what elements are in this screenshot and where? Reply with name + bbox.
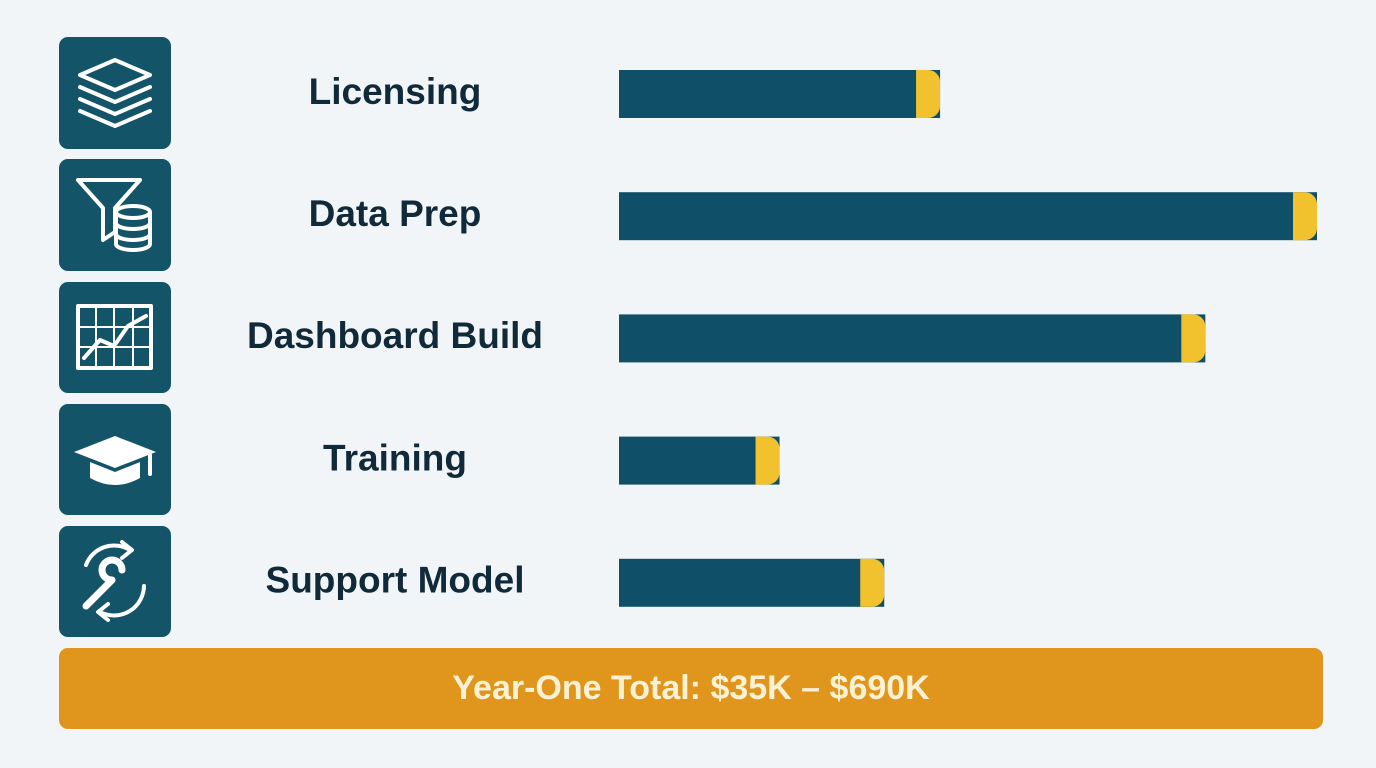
bar	[619, 314, 1206, 363]
bar-cap	[755, 436, 780, 485]
icon-support	[82, 540, 146, 622]
bar-cap	[916, 70, 941, 119]
icons	[59, 37, 171, 637]
icon-funnel	[76, 178, 152, 252]
total-banner	[59, 648, 1323, 729]
bar-cap	[1181, 314, 1206, 363]
bar-cap	[860, 558, 885, 607]
bar	[619, 192, 1317, 241]
bar-cap	[1293, 192, 1317, 241]
category-label: Dashboard Build	[247, 315, 543, 356]
icon-chart	[76, 304, 153, 370]
category-label: Support Model	[266, 560, 525, 601]
icon-box	[59, 37, 171, 149]
icon-cap	[74, 436, 156, 485]
category-label: Data Prep	[309, 193, 482, 234]
icon-layers	[78, 58, 152, 128]
bar	[619, 70, 941, 118]
total-label: Year-One Total: $35K – $690K	[452, 669, 930, 707]
category-label: Training	[323, 437, 467, 478]
category-label: Licensing	[309, 71, 482, 112]
bar	[619, 436, 780, 485]
bar	[619, 558, 885, 607]
